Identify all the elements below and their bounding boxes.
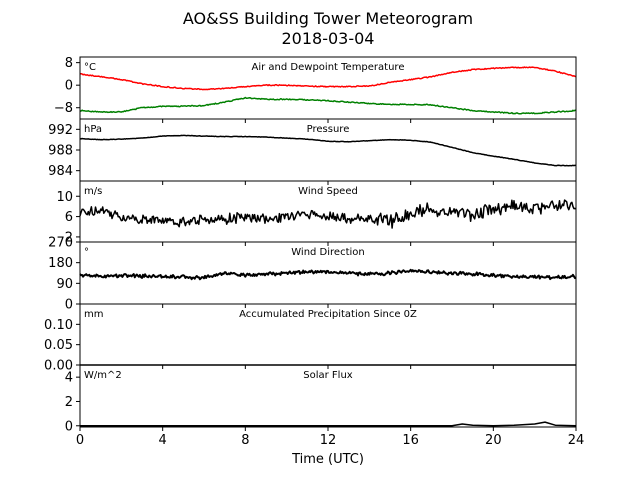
precip-ytick-label: 0.05 — [44, 338, 73, 353]
temp-ytick-label: 8 — [65, 56, 73, 71]
x-tick-label: 24 — [568, 433, 585, 448]
solar-ytick-label: 2 — [65, 395, 73, 410]
pressure-panel-title: Pressure — [307, 124, 350, 135]
temp-unit-label: °C — [84, 62, 96, 73]
solar-series-0 — [80, 421, 577, 427]
pressure-ytick-label: 984 — [48, 164, 73, 179]
wind_dir-panel-title: Wind Direction — [291, 247, 365, 258]
wind_speed-ytick-label: 10 — [56, 190, 73, 205]
wind_dir-ytick-label: 90 — [56, 277, 73, 292]
wind_speed-panel-title: Wind Speed — [298, 186, 358, 197]
temp-ytick-label: 0 — [65, 79, 73, 94]
precip-ytick-label: 0.10 — [44, 318, 73, 333]
temp-series-1 — [79, 96, 577, 115]
wind_speed-ytick-label: 6 — [65, 210, 73, 225]
x-tick-label: 16 — [402, 433, 419, 448]
precip-ytick-label: 0.00 — [44, 359, 73, 374]
pressure-series-0 — [79, 134, 577, 167]
x-tick-label: 4 — [159, 433, 167, 448]
temp-ytick-label: −8 — [54, 101, 73, 116]
x-tick-label: 12 — [320, 433, 337, 448]
pressure-ytick-label: 988 — [48, 144, 73, 159]
wind_speed-series-0 — [79, 199, 577, 229]
chart-subtitle: 2018-03-04 — [281, 29, 375, 48]
precip-panel-title: Accumulated Precipitation Since 0Z — [239, 309, 417, 320]
pressure-ytick-label: 992 — [48, 123, 73, 138]
wind_speed-ytick-label: 2 — [65, 230, 73, 245]
x-axis-label: Time (UTC) — [292, 452, 364, 467]
wind_speed-unit-label: m/s — [84, 186, 102, 197]
chart-title: AO&SS Building Tower Meteorogram — [182, 9, 474, 28]
solar-panel-title: Solar Flux — [303, 370, 353, 381]
x-tick-label: 8 — [241, 433, 249, 448]
wind_dir-unit-label: ° — [84, 247, 89, 258]
solar-ytick-label: 4 — [65, 371, 73, 386]
x-tick-label: 20 — [485, 433, 502, 448]
wind_dir-ytick-label: 180 — [48, 256, 73, 271]
wind_dir-ytick-label: 0 — [65, 298, 73, 313]
pressure-unit-label: hPa — [84, 124, 102, 135]
temp-series-0 — [79, 66, 577, 91]
wind_dir-series-0 — [79, 268, 577, 281]
solar-unit-label: W/m^2 — [84, 370, 122, 381]
x-tick-label: 0 — [76, 433, 84, 448]
solar-ytick-label: 0 — [65, 419, 73, 434]
precip-unit-label: mm — [84, 309, 103, 320]
temp-panel-title: Air and Dewpoint Temperature — [252, 62, 405, 73]
wind_dir-ytick-label: 270 — [48, 236, 73, 251]
